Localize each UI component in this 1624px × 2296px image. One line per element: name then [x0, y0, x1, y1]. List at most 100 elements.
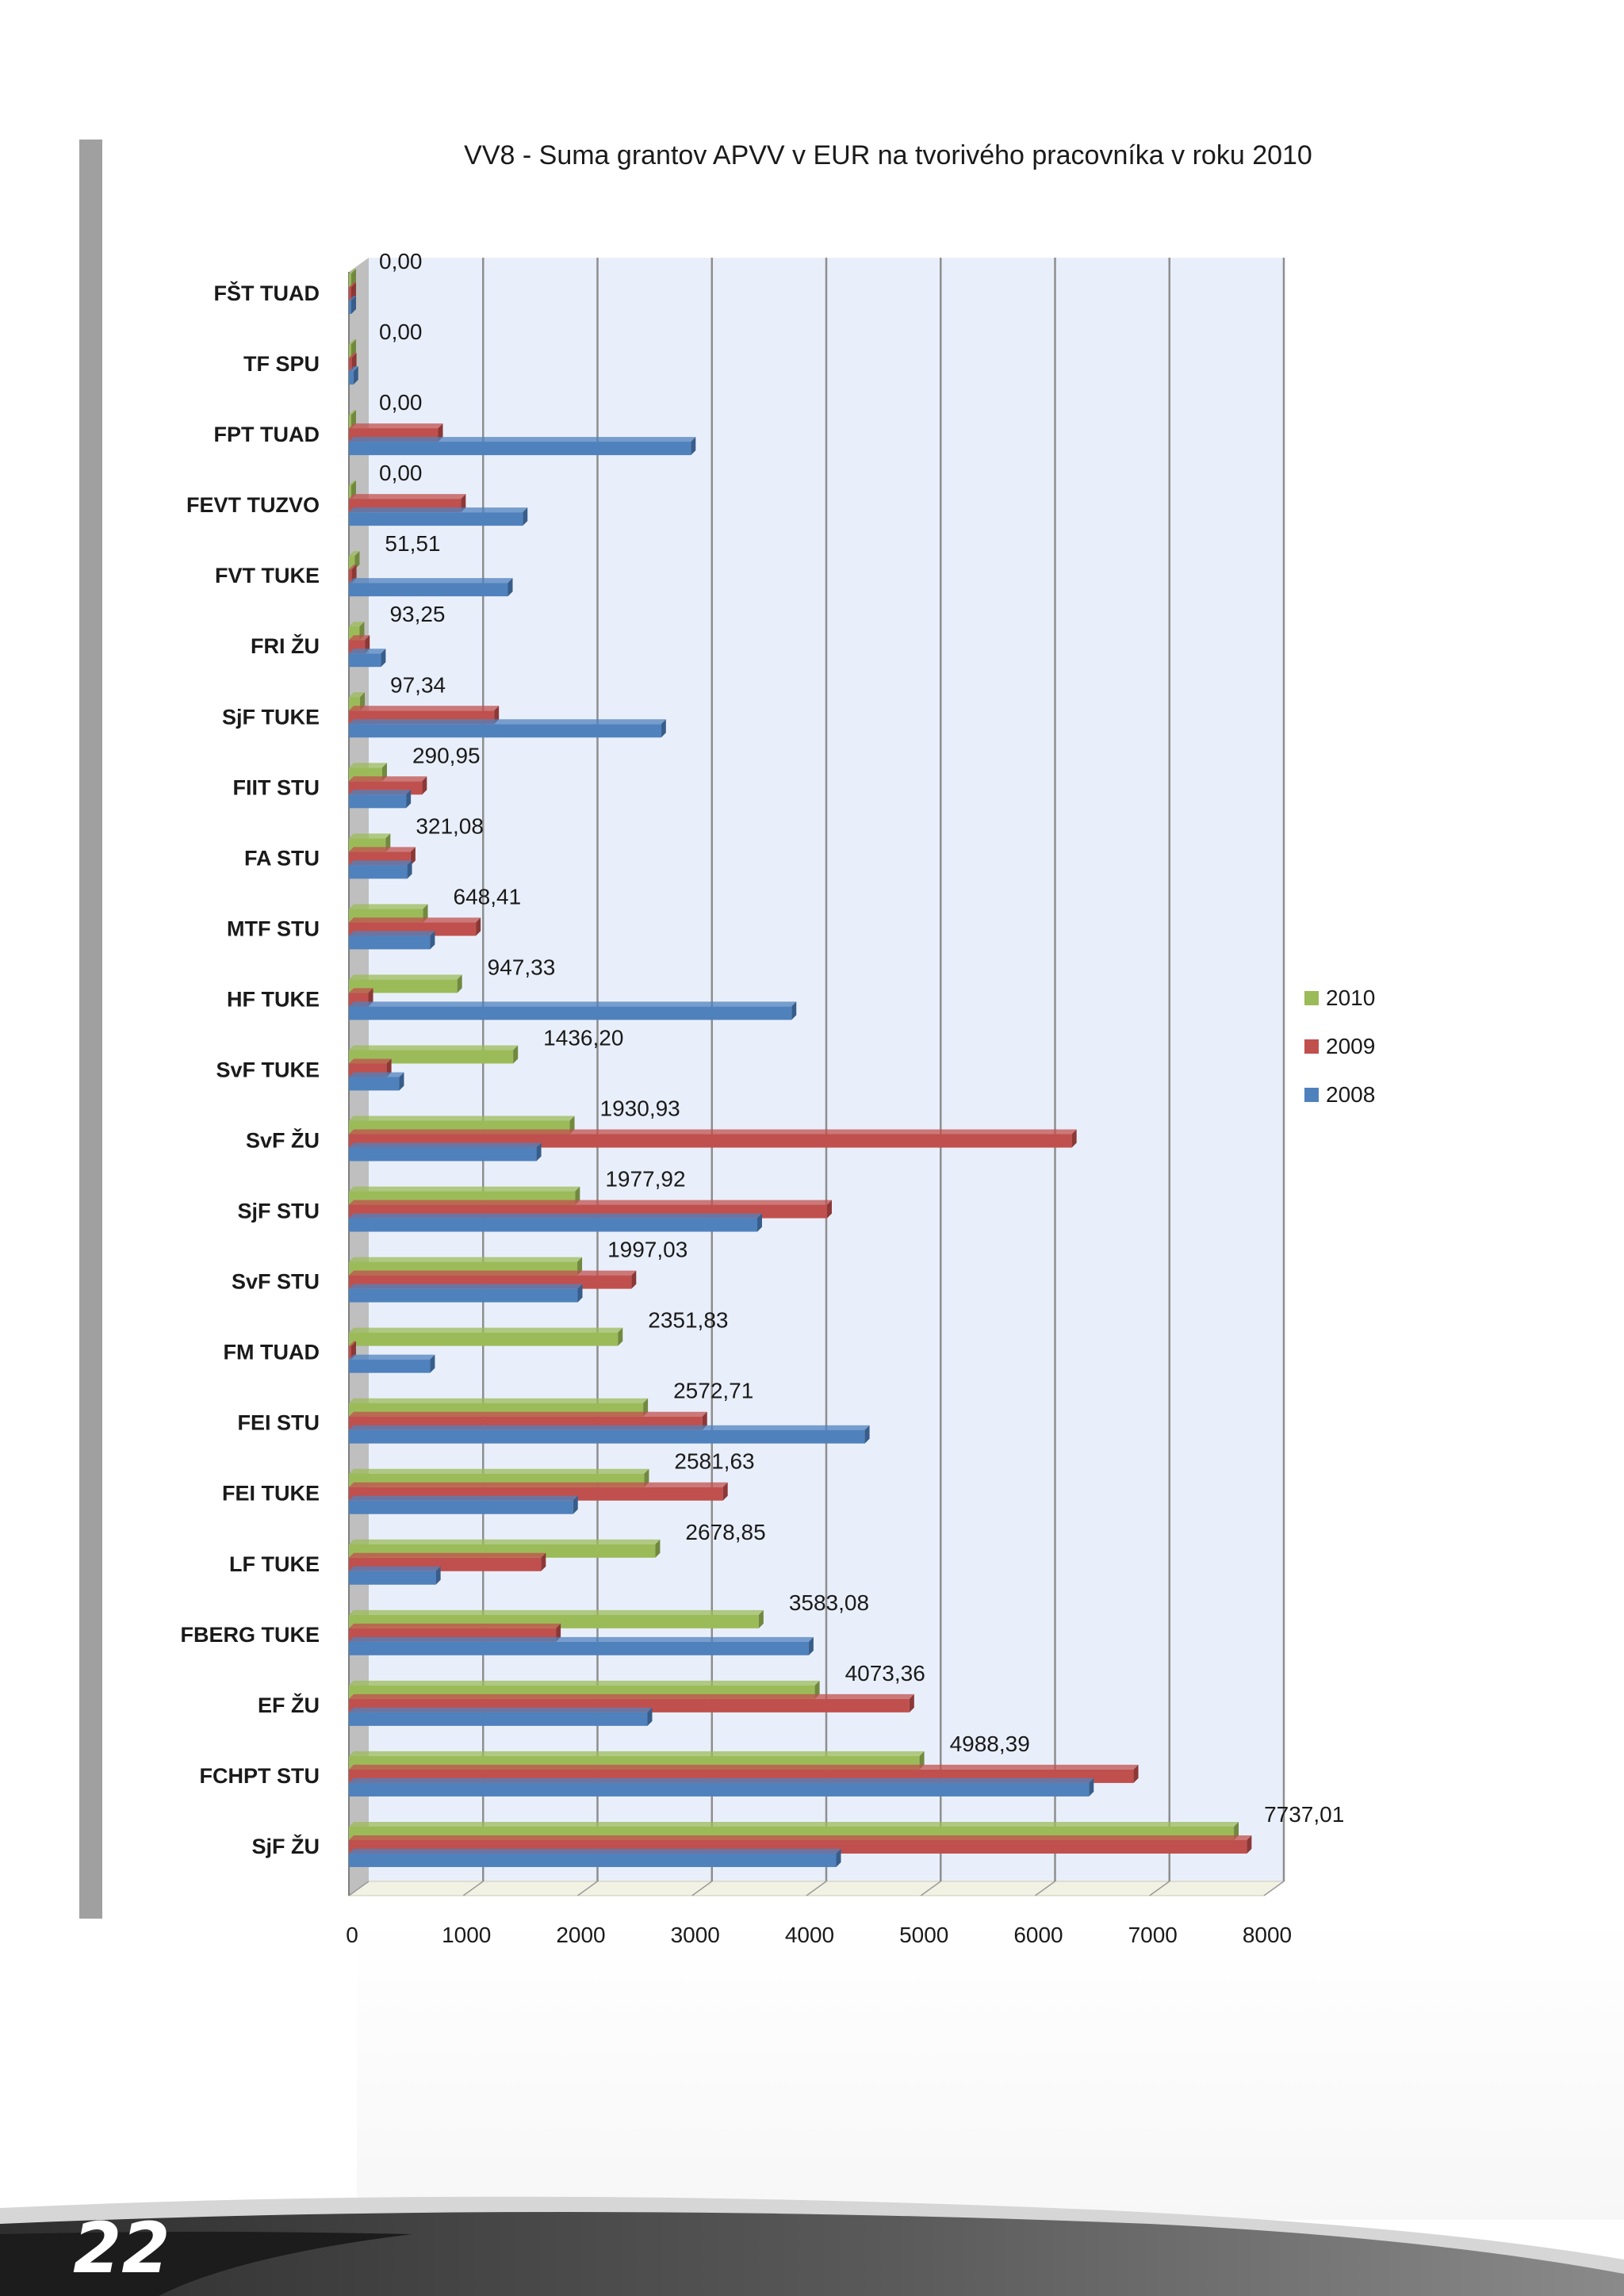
bar-2008 — [349, 1072, 404, 1091]
bar-2008-face — [349, 1712, 648, 1726]
bar-2009-end — [631, 1270, 637, 1289]
bar-2010-top — [349, 1115, 575, 1121]
bar-2009-top — [349, 776, 427, 782]
bar-2009-end — [909, 1693, 914, 1712]
bar-2008 — [349, 719, 666, 738]
bar-2009-top — [349, 1552, 546, 1558]
bar-2008 — [349, 860, 412, 879]
legend-swatch-2008 — [1304, 1088, 1319, 1102]
bar-2008-face — [349, 1077, 400, 1091]
gridline-floor — [920, 1881, 941, 1896]
bar-2008-top — [349, 1354, 435, 1360]
data-label-2010: 4073,36 — [845, 1661, 925, 1686]
bar-2010-top — [349, 1186, 580, 1192]
grant-bar-chart: VV8 - Suma grantov APVV v EUR na tvorivé… — [181, 140, 1376, 1947]
legend-label-2008: 2008 — [1326, 1082, 1375, 1107]
bar-2008-top — [349, 1284, 583, 1289]
bar-2010-end — [655, 1539, 661, 1558]
x-tick-label: 4000 — [785, 1923, 834, 1947]
category-label: FIIT STU — [233, 775, 320, 799]
bar-2009-top — [349, 847, 416, 852]
gridline-floor — [462, 1881, 484, 1896]
category-label: FA STU — [244, 846, 320, 870]
footer-swoosh — [0, 2196, 1624, 2296]
bar-2008-end — [508, 578, 513, 597]
bar-2008-top — [349, 507, 528, 513]
bar-2008-top — [349, 1213, 762, 1219]
bar-2008-face — [349, 1641, 809, 1655]
bar-2008 — [349, 790, 412, 809]
category-label: FRI ŽU — [251, 633, 320, 658]
bar-2010-top — [349, 1045, 519, 1050]
bar-2008 — [349, 649, 386, 668]
bar-2010-top — [349, 1539, 661, 1544]
data-label-2010: 93,25 — [389, 602, 445, 626]
bar-2008-end — [381, 649, 386, 668]
legend-label-2009: 2009 — [1326, 1034, 1375, 1058]
data-label-2010: 1997,03 — [607, 1238, 688, 1262]
bar-2008-face — [349, 583, 508, 597]
gridline-floor — [691, 1881, 713, 1896]
bar-2008-end — [864, 1425, 870, 1444]
bar-2008-top — [349, 296, 356, 300]
bar-2008 — [349, 1284, 583, 1303]
category-label: SjF ŽU — [252, 1834, 320, 1858]
bar-2010-end — [513, 1045, 519, 1064]
bar-2008-top — [349, 1142, 542, 1148]
category-label: FEI STU — [237, 1411, 320, 1435]
bar-2010-top — [349, 974, 462, 980]
bar-2010 — [349, 974, 462, 993]
bar-2008-top — [349, 578, 513, 584]
bars-layer — [349, 269, 1252, 1867]
bar-2009-top — [349, 1482, 728, 1487]
bar-2008-top — [349, 1001, 797, 1007]
bar-2010-end — [758, 1609, 764, 1628]
bar-2010-top — [349, 763, 387, 768]
data-label-2010: 1977,92 — [605, 1167, 685, 1192]
bar-2010-face — [349, 979, 458, 993]
bar-2009-top — [349, 1270, 637, 1276]
bar-2009-top — [349, 917, 481, 923]
category-label: FVT TUKE — [215, 564, 320, 587]
bar-2008-end — [353, 366, 358, 385]
bar-2009-end — [1133, 1764, 1139, 1783]
bar-2008-face — [349, 300, 351, 314]
bar-2009-top — [349, 282, 356, 287]
x-tick-label: 3000 — [671, 1923, 720, 1947]
bar-2008 — [349, 1848, 841, 1867]
category-label: SjF TUKE — [222, 705, 320, 729]
x-tick-label: 0 — [346, 1923, 358, 1947]
category-label: FEVT TUZVO — [186, 493, 320, 517]
bar-2008-end — [661, 719, 666, 738]
data-label-2010: 0,00 — [379, 461, 423, 485]
bar-2010-top — [349, 551, 360, 557]
data-label-2010: 2678,85 — [685, 1520, 765, 1544]
category-label: FŠT TUAD — [214, 281, 320, 305]
bar-2010-top — [349, 1680, 820, 1686]
bar-2009-end — [476, 917, 481, 936]
category-label: FPT TUAD — [214, 423, 320, 446]
bar-2008-face — [349, 442, 691, 456]
x-tick-label: 1000 — [442, 1923, 491, 1947]
bar-2010-top — [349, 1257, 583, 1262]
bar-2010-top — [349, 904, 428, 909]
bar-2008-face — [349, 1218, 757, 1232]
legend-swatch-2010 — [1304, 991, 1319, 1005]
bar-2009-top — [349, 1835, 1252, 1840]
bar-2008 — [349, 437, 696, 456]
category-label: TF SPU — [243, 352, 320, 376]
bar-2008-end — [435, 1566, 441, 1585]
bar-2009-end — [541, 1552, 546, 1571]
bar-2008-face — [349, 1571, 436, 1585]
bar-2008-end — [430, 931, 435, 950]
bar-2010-top — [349, 692, 366, 698]
bar-2008 — [349, 1001, 797, 1020]
bar-2010-top — [349, 269, 356, 274]
bar-2009-end — [1071, 1129, 1077, 1148]
bar-2008-top — [349, 719, 666, 725]
bar-2008-top — [349, 437, 696, 442]
gridline-floor — [1263, 1881, 1285, 1896]
data-label-2010: 0,00 — [379, 249, 423, 274]
bar-2010-top — [349, 339, 356, 345]
chart-title-group: VV8 - Suma grantov APVV v EUR na tvorivé… — [464, 140, 1312, 170]
